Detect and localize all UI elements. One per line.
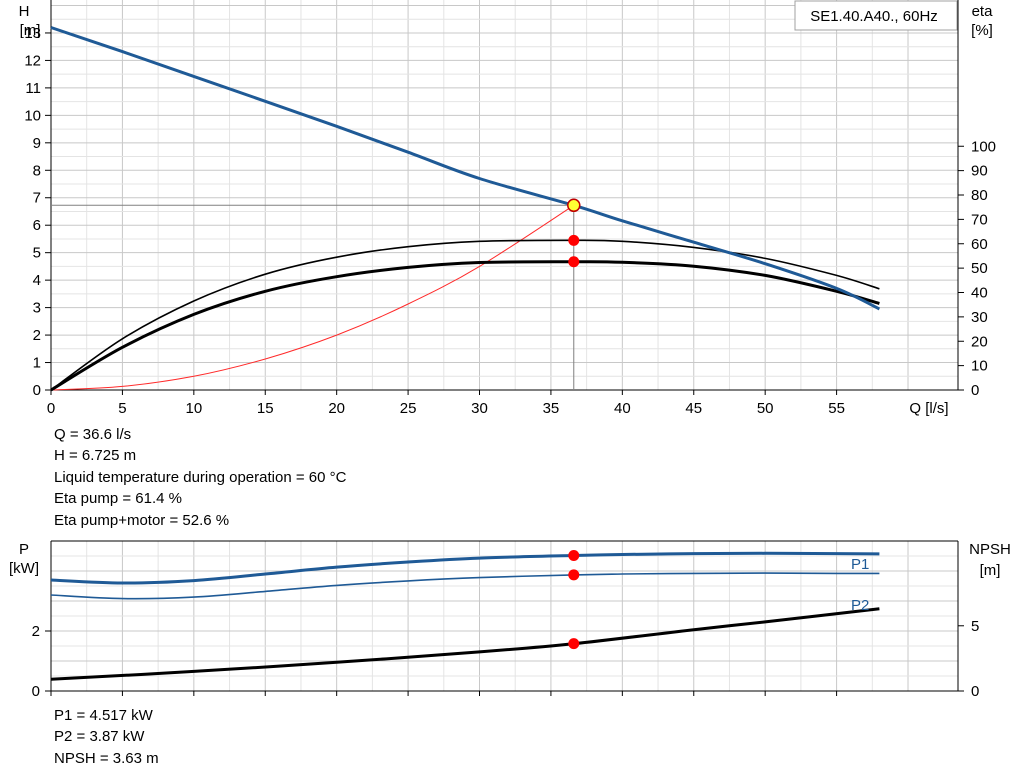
operating-point-info: Q = 36.6 l/s H = 6.725 m Liquid temperat… xyxy=(54,424,346,531)
bottom-y-axis-unit-left: [kW] xyxy=(9,560,39,577)
marker-eta-pump xyxy=(568,234,580,246)
x-tick-label: 55 xyxy=(828,400,845,417)
top-chart-ticks: 0 5 10 15 20 25 30 35 40 45 50 55012345678910111213… xyxy=(24,25,996,417)
series-system-curve xyxy=(50,204,575,391)
top-left-tick-label: 2 xyxy=(33,327,41,344)
series-p1-curve xyxy=(50,551,880,585)
info-head: H = 6.725 m xyxy=(54,447,137,465)
x-tick-label: 10 xyxy=(185,400,202,417)
x-tick-label: 20 xyxy=(328,400,345,417)
x-tick-label: 45 xyxy=(685,400,702,417)
top-left-tick-label: 5 xyxy=(33,245,41,262)
power-info: P1 = 4.517 kW P2 = 3.87 kW NPSH = 3.63 m xyxy=(54,705,159,769)
top-left-tick-label: 1 xyxy=(33,355,41,372)
x-tick-label: 50 xyxy=(757,400,774,417)
top-y-axis-unit-right: [%] xyxy=(971,22,993,39)
top-right-tick-label: 20 xyxy=(971,333,988,350)
legend-box xyxy=(794,0,958,31)
top-right-tick-label: 90 xyxy=(971,163,988,180)
series-npsh-curve xyxy=(50,607,880,681)
top-right-tick-label: 50 xyxy=(971,260,988,277)
series-label-p2: P2 xyxy=(851,597,869,614)
info-eta-pump: Eta pump = 61.4 % xyxy=(54,490,182,508)
top-left-tick-label: 12 xyxy=(24,52,41,69)
x-tick-label: 0 xyxy=(47,400,55,417)
top-right-tick-label: 10 xyxy=(971,358,988,375)
x-tick-label: 15 xyxy=(257,400,274,417)
top-left-tick-label: 4 xyxy=(33,272,41,289)
series-eta_total-curve xyxy=(50,260,880,392)
bottom-chart-ticks: 0 2 0 5 xyxy=(32,618,980,700)
bottom-y-axis-title-right: NPSH xyxy=(969,541,1011,558)
top-left-tick-label: 13 xyxy=(24,25,41,42)
top-y-axis-unit-left: [m] xyxy=(20,22,41,39)
top-right-tick-label: 80 xyxy=(971,187,988,204)
info-eta-pump-motor: Eta pump+motor = 52.6 % xyxy=(54,511,230,529)
bottom-right-tick-label: 5 xyxy=(971,618,979,635)
marker-p2 xyxy=(568,569,580,581)
info-flow: Q = 36.6 l/s xyxy=(54,426,132,443)
series-eta_pump-curve xyxy=(50,239,880,391)
x-tick-label: 5 xyxy=(118,400,126,417)
top-left-tick-label: 0 xyxy=(33,382,41,399)
bottom-y-axis-title-left: P xyxy=(19,541,29,558)
bottom-right-tick-label: 0 xyxy=(971,683,979,700)
info-npsh: NPSH = 3.63 m xyxy=(54,749,159,767)
top-left-tick-label: 7 xyxy=(33,190,41,207)
top-y-axis-title-left: H xyxy=(19,3,30,20)
top-right-tick-label: 0 xyxy=(971,382,979,399)
top-right-tick-label: 100 xyxy=(971,138,996,155)
top-left-tick-label: 6 xyxy=(33,217,41,234)
top-chart-grid xyxy=(50,0,959,391)
series-h-curve xyxy=(50,26,881,311)
top-plot-area xyxy=(51,0,958,390)
bottom-chart-series xyxy=(50,549,880,681)
info-liquid-temperature: Liquid temperature during operation = 60… xyxy=(54,468,347,486)
top-right-tick-label: 70 xyxy=(971,211,988,228)
marker-p1 xyxy=(568,549,580,561)
operating-point-marker xyxy=(567,198,581,213)
x-tick-label: 30 xyxy=(471,400,488,417)
top-left-tick-label: 9 xyxy=(33,135,41,152)
info-p1: P1 = 4.517 kW xyxy=(54,707,153,724)
top-left-tick-label: 10 xyxy=(24,107,41,124)
bottom-left-tick-label: 0 xyxy=(32,683,40,700)
legend-title: SE1.40.A40., 60Hz xyxy=(810,8,938,25)
x-axis-title: Q [l/s] xyxy=(909,400,948,417)
top-left-tick-label: 11 xyxy=(25,80,41,97)
top-y-axis-title-right: eta xyxy=(972,3,994,20)
top-right-tick-label: 30 xyxy=(971,309,988,326)
bottom-y-axis-unit-right: [m] xyxy=(980,562,1001,579)
top-left-tick-label: 3 xyxy=(33,300,41,317)
top-right-tick-label: 60 xyxy=(971,236,988,253)
top-chart-series xyxy=(50,26,881,392)
marker-eta-total xyxy=(568,256,580,268)
marker-npsh xyxy=(568,638,580,650)
series-label-p1: P1 xyxy=(851,556,869,573)
info-p2: P2 = 3.87 kW xyxy=(54,728,145,746)
top-left-tick-label: 8 xyxy=(33,162,41,179)
top-right-tick-label: 40 xyxy=(971,285,988,302)
x-tick-label: 25 xyxy=(400,400,417,417)
x-tick-label: 35 xyxy=(543,400,560,417)
x-tick-label: 40 xyxy=(614,400,631,417)
series-p2-curve xyxy=(50,572,880,600)
bottom-left-tick-label: 2 xyxy=(32,623,40,640)
